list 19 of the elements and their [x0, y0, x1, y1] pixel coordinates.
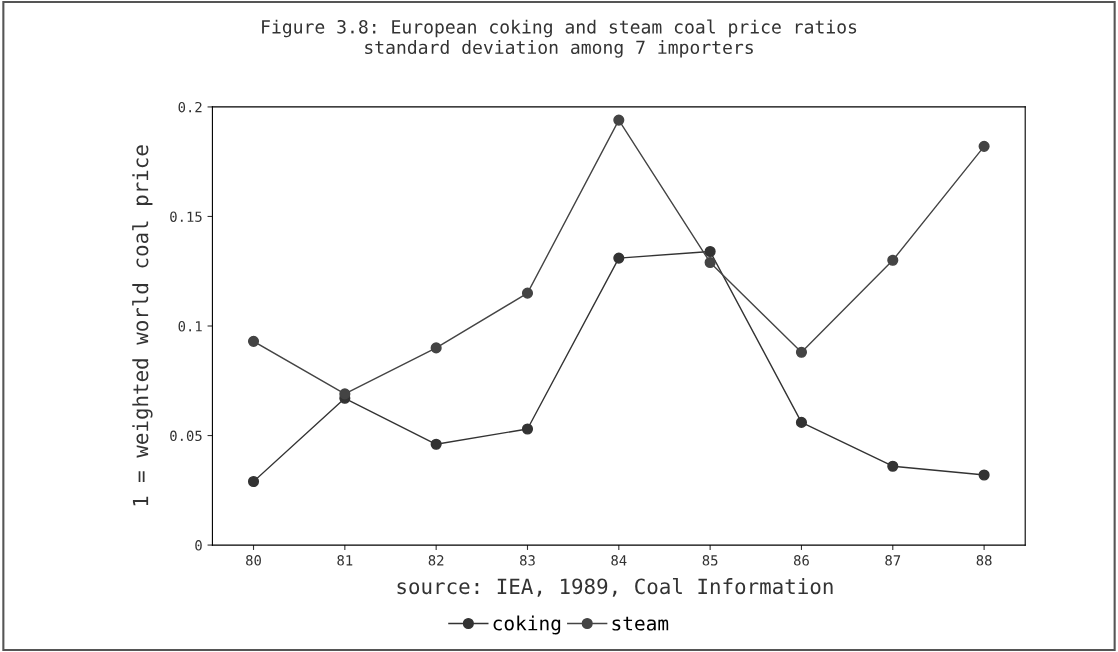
x-tick-label: 87	[885, 555, 901, 566]
x-tick-label: 85	[702, 555, 718, 566]
x-tick-label: 84	[611, 555, 627, 566]
y-tick-label: 0.05	[170, 430, 202, 442]
legend-label: steam	[612, 616, 669, 631]
x-tick-label: 81	[337, 555, 353, 566]
x-tick-label: 88	[976, 555, 992, 566]
x-tick-label: 80	[246, 555, 261, 566]
y-tick-label: 0.15	[170, 211, 202, 222]
y-tick-label: 0.2	[178, 101, 202, 113]
x-tick-label: 86	[793, 555, 809, 566]
chart-title: Figure 3.8: European coking and steam coal price ratios standard deviation among 7 importers	[262, 19, 857, 58]
y-tick-label: 0	[195, 540, 202, 551]
legend-label: coking	[493, 615, 561, 635]
y-tick-label: 0.1	[178, 321, 202, 332]
x-tick-label: 83	[520, 555, 535, 566]
y-axis-title: 1 = weighted world coal price	[132, 145, 153, 506]
source-note: source: IEA, 1989, Coal Information	[397, 577, 833, 597]
x-tick-label: 82	[428, 555, 444, 566]
